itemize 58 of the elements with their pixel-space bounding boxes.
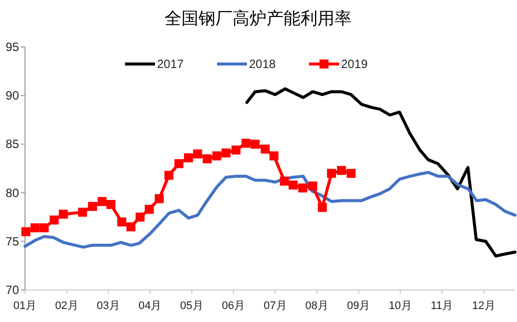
point [126, 222, 136, 232]
point [154, 194, 164, 204]
point [298, 183, 308, 192]
line-series [24, 170, 516, 249]
x-tick-label: 06月 [222, 300, 246, 312]
point [280, 176, 289, 186]
line-series [245, 87, 516, 258]
point [50, 216, 59, 225]
point [242, 138, 251, 148]
point [346, 168, 356, 178]
x-tick-label: 03月 [96, 300, 120, 312]
point [98, 197, 107, 206]
point [117, 217, 126, 226]
point [222, 148, 231, 158]
point [184, 153, 193, 162]
x-tick-label: 07月 [264, 300, 287, 312]
x-tick-label: 10月 [388, 300, 412, 312]
x-tick-label: 04月 [138, 300, 162, 312]
x-tick-label: 01月 [13, 300, 37, 312]
point [106, 200, 116, 209]
y-tick-label: 95 [6, 40, 20, 54]
legend-label: 2019 [341, 57, 368, 71]
point [30, 223, 40, 232]
point [40, 223, 49, 232]
y-tick-label: 75 [6, 234, 20, 248]
x-tick-label: 08月 [305, 300, 329, 312]
point [88, 202, 98, 211]
point [250, 140, 260, 149]
chart-title: 全国钢厂高炉产能利用率 [164, 9, 352, 28]
x-tick-label: 11月 [430, 300, 454, 312]
y-tick-label: 85 [6, 137, 20, 152]
point [174, 159, 184, 168]
y-tick-label: 90 [6, 88, 20, 103]
x-tick-label: 09月 [346, 300, 370, 312]
point [269, 151, 278, 160]
y-tick-label: 70 [6, 283, 20, 297]
x-tick-label: 05月 [180, 300, 204, 312]
point [136, 212, 145, 222]
point [21, 227, 30, 236]
point [232, 146, 241, 155]
point [318, 202, 327, 212]
point [193, 149, 202, 158]
point [337, 166, 346, 175]
point [308, 181, 318, 190]
x-tick-label: 02月 [55, 300, 78, 312]
point [260, 144, 270, 154]
point [288, 180, 298, 190]
point [164, 170, 174, 180]
legend-label: 2017 [157, 57, 184, 71]
legend-label: 2018 [249, 57, 276, 71]
point [327, 168, 336, 178]
point [58, 210, 68, 219]
x-tick-label: 12月 [472, 300, 496, 312]
point [212, 151, 222, 160]
y-tick-label: 80 [6, 186, 20, 200]
point [144, 204, 154, 214]
point [202, 154, 212, 164]
point [78, 208, 88, 217]
